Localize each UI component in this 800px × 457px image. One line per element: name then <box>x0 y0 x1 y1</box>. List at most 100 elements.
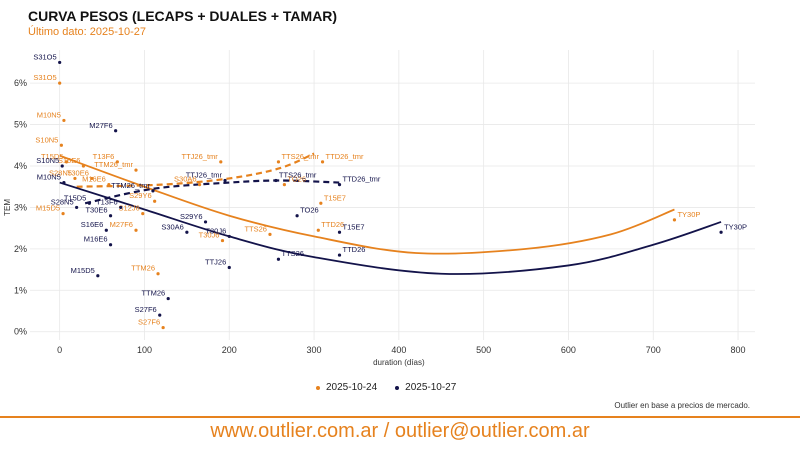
data-point <box>274 178 278 183</box>
legend-item-oct27: 2025-10-27 <box>395 382 456 393</box>
point-label: S28N5 <box>49 168 72 177</box>
point-label: S29Y6 <box>129 191 152 200</box>
point-label: TTM26 <box>141 289 165 298</box>
point-label: TTJ26_tmr <box>186 171 223 180</box>
data-point <box>268 232 272 236</box>
data-point <box>73 176 77 181</box>
point-label: TY30P <box>724 222 747 231</box>
data-point <box>153 199 157 203</box>
data-point <box>276 257 281 261</box>
data-point <box>151 189 155 193</box>
point-label: T30J6 <box>199 231 220 240</box>
data-point <box>156 272 160 276</box>
point-label: M16E6 <box>84 235 108 244</box>
data-point <box>197 183 202 187</box>
point-label: TTM26 <box>131 264 155 273</box>
point-label: M15D5 <box>36 204 60 213</box>
point-label: S30A6 <box>174 175 197 184</box>
y-tick-label: 3% <box>14 202 27 212</box>
data-point <box>227 234 231 239</box>
point-label: S12J6 <box>118 204 139 213</box>
footer-divider <box>0 416 800 418</box>
y-tick-label: 1% <box>14 285 27 295</box>
data-point <box>62 180 66 185</box>
point-label: S16E6 <box>81 220 104 229</box>
data-point <box>62 118 66 123</box>
footer-contact: www.outlier.com.ar / outlier@outlier.com… <box>210 420 590 442</box>
x-tick-label: 800 <box>731 345 746 355</box>
data-point <box>107 183 111 187</box>
point-label: T30J6 <box>205 226 226 235</box>
point-label: TTJ26_tmr <box>182 152 219 161</box>
data-point <box>223 178 227 183</box>
legend-dot-oct24 <box>316 385 320 390</box>
data-point <box>90 176 94 181</box>
data-point <box>87 201 91 205</box>
x-tick-label: 0 <box>57 345 62 355</box>
point-label: T13F6 <box>93 152 115 161</box>
point-label: T15D5 <box>64 193 87 202</box>
x-tick-label: 200 <box>222 345 237 355</box>
point-label: TTD26 <box>343 245 366 254</box>
x-tick-label: 700 <box>646 345 661 355</box>
legend-dot-oct27 <box>395 385 400 390</box>
chart-title: CURVA PESOS (LECAPS + DUALES + TAMAR) <box>28 8 338 24</box>
data-point <box>59 143 63 147</box>
y-tick-label: 5% <box>14 120 27 130</box>
chart-canvas: 0 100 200 300 400 500 600 700 800 0% 1% 2% 3% 4% 5% 6% d… <box>3 50 755 367</box>
data-point <box>115 160 119 164</box>
legend-label-oct24: 2025-10-24 <box>326 382 378 393</box>
point-label: T15E7 <box>324 193 346 202</box>
x-tick-label: 300 <box>307 345 322 355</box>
x-tick-label: 100 <box>137 345 152 355</box>
data-point <box>320 160 325 164</box>
point-label: M27F6 <box>110 220 133 229</box>
data-point <box>337 253 342 257</box>
point-label: TTD26_tmr <box>343 175 381 184</box>
data-point <box>104 228 108 232</box>
point-label: TTS26 <box>244 224 267 233</box>
x-tick-label: 400 <box>391 345 406 355</box>
data-point <box>108 214 113 218</box>
point-label: M10N5 <box>37 110 61 119</box>
point-label: TTS26_tmr <box>281 152 319 161</box>
y-tick-label: 4% <box>14 161 27 171</box>
point-label: S10N5 <box>36 156 59 165</box>
point-label: T15E7 <box>343 222 365 231</box>
data-point <box>319 201 323 205</box>
legend-label-oct27: 2025-10-27 <box>405 382 457 393</box>
point-label: TTD26_tmr <box>326 152 364 161</box>
data-point <box>134 228 138 232</box>
x-tick-label: 500 <box>476 345 491 355</box>
data-point <box>166 296 170 301</box>
point-label: T15D5 <box>41 152 64 161</box>
data-point <box>282 183 286 187</box>
data-point <box>58 60 62 65</box>
legend-item-oct24: 2025-10-24 <box>316 382 377 393</box>
data-point <box>75 205 79 210</box>
point-label: M27F6 <box>89 121 112 130</box>
point-label: S27F6 <box>138 318 160 327</box>
y-tick-label: 6% <box>14 78 27 88</box>
data-point <box>220 238 225 243</box>
fit-line-dashed <box>84 179 340 205</box>
point-label: T30E6 <box>67 168 89 177</box>
point-label: TTM26_tmr <box>111 181 150 190</box>
x-axis-title: duration (días) <box>373 358 425 367</box>
fit-curve <box>59 181 722 275</box>
data-point <box>337 230 342 234</box>
source-note: Outlier en base a precios de mercado. <box>614 401 750 410</box>
data-point <box>276 160 281 164</box>
point-label: T13F6 <box>96 197 118 206</box>
data-point <box>108 243 113 247</box>
chart-subtitle: Último dato: 2025-10-27 <box>28 26 147 38</box>
data-point <box>316 228 320 232</box>
data-point <box>203 220 208 224</box>
y-tick-label: 2% <box>14 244 27 254</box>
point-label: S27F6 <box>135 305 157 314</box>
data-point <box>96 274 100 278</box>
data-point <box>161 325 165 330</box>
data-point <box>114 129 118 133</box>
data-point <box>295 214 299 218</box>
point-label: S28N5 <box>51 197 74 206</box>
